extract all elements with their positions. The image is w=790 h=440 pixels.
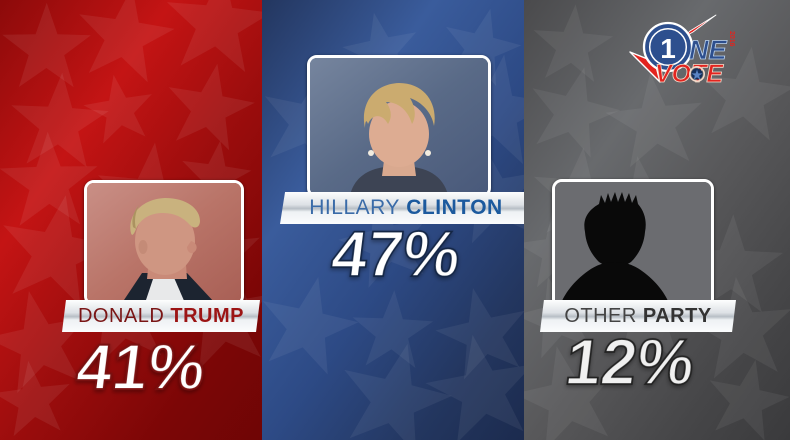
svg-text:2016: 2016 [728, 31, 735, 47]
